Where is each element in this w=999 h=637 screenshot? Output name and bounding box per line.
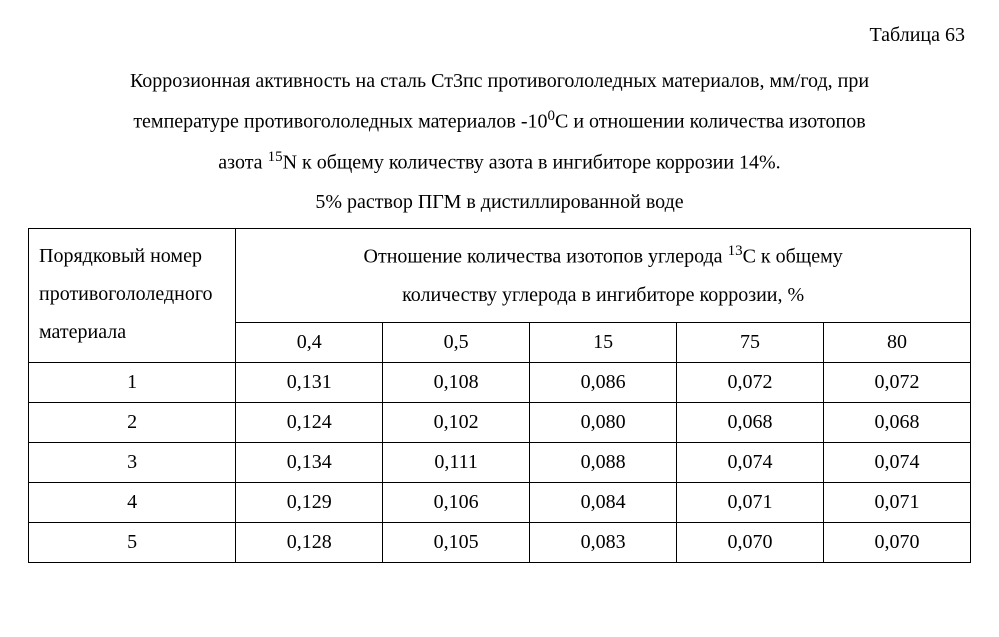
table-row: 1 0,131 0,108 0,086 0,072 0,072 [29, 362, 971, 402]
data-cell: 0,105 [383, 522, 530, 562]
row-id-cell: 3 [29, 442, 236, 482]
data-cell: 0,106 [383, 482, 530, 522]
col-header: 80 [824, 322, 971, 362]
col-header: 0,5 [383, 322, 530, 362]
span-header-a: Отношение количества изотопов углерода [364, 246, 728, 268]
row-id-cell: 4 [29, 482, 236, 522]
table-row: 5 0,128 0,105 0,083 0,070 0,070 [29, 522, 971, 562]
data-cell: 0,068 [824, 402, 971, 442]
data-cell: 0,071 [824, 482, 971, 522]
column-span-header: Отношение количества изотопов углерода 1… [236, 229, 971, 323]
table-number-label: Таблица 63 [28, 24, 971, 47]
caption-line-3-a: азота [218, 151, 267, 173]
caption-line-3: азота 15N к общему количеству азота в ин… [28, 142, 971, 183]
data-cell: 0,071 [677, 482, 824, 522]
row-id-cell: 2 [29, 402, 236, 442]
col-header: 75 [677, 322, 824, 362]
table-header-row-1: Порядковый номер противогололедного мате… [29, 229, 971, 323]
table-caption: Коррозионная активность на сталь Ст3пс п… [28, 61, 971, 222]
data-cell: 0,129 [236, 482, 383, 522]
data-cell: 0,084 [530, 482, 677, 522]
row-id-cell: 5 [29, 522, 236, 562]
caption-sup-degree: 0 [547, 108, 555, 124]
data-cell: 0,124 [236, 402, 383, 442]
row-id-cell: 1 [29, 362, 236, 402]
data-cell: 0,074 [677, 442, 824, 482]
data-cell: 0,070 [677, 522, 824, 562]
caption-line-1: Коррозионная активность на сталь Ст3пс п… [28, 61, 971, 101]
span-header-line2: количеству углерода в ингибиторе коррози… [402, 284, 804, 306]
caption-line-2: температуре противогололедных материалов… [28, 101, 971, 142]
caption-line-4: 5% раствор ПГМ в дистиллированной воде [28, 182, 971, 222]
table-row: 3 0,134 0,111 0,088 0,074 0,074 [29, 442, 971, 482]
data-cell: 0,134 [236, 442, 383, 482]
data-cell: 0,128 [236, 522, 383, 562]
caption-sup-15n: 15 [268, 149, 283, 165]
data-table: Порядковый номер противогололедного мате… [28, 228, 971, 563]
data-cell: 0,102 [383, 402, 530, 442]
data-cell: 0,068 [677, 402, 824, 442]
data-cell: 0,072 [677, 362, 824, 402]
data-cell: 0,072 [824, 362, 971, 402]
col-header: 0,4 [236, 322, 383, 362]
row-header-cell: Порядковый номер противогололедного мате… [29, 229, 236, 363]
caption-line-2-a: температуре противогололедных материалов… [133, 111, 547, 133]
caption-line-2-b: С и отношении количества изотопов [555, 111, 866, 133]
data-cell: 0,080 [530, 402, 677, 442]
span-header-sup: 13 [728, 243, 743, 259]
data-cell: 0,131 [236, 362, 383, 402]
data-cell: 0,070 [824, 522, 971, 562]
data-cell: 0,086 [530, 362, 677, 402]
span-header-b: С к общему [743, 246, 843, 268]
data-cell: 0,083 [530, 522, 677, 562]
data-cell: 0,088 [530, 442, 677, 482]
table-row: 2 0,124 0,102 0,080 0,068 0,068 [29, 402, 971, 442]
table-row: 4 0,129 0,106 0,084 0,071 0,071 [29, 482, 971, 522]
col-header: 15 [530, 322, 677, 362]
data-cell: 0,108 [383, 362, 530, 402]
data-cell: 0,074 [824, 442, 971, 482]
data-cell: 0,111 [383, 442, 530, 482]
caption-line-3-b: N к общему количеству азота в ингибиторе… [283, 151, 781, 173]
